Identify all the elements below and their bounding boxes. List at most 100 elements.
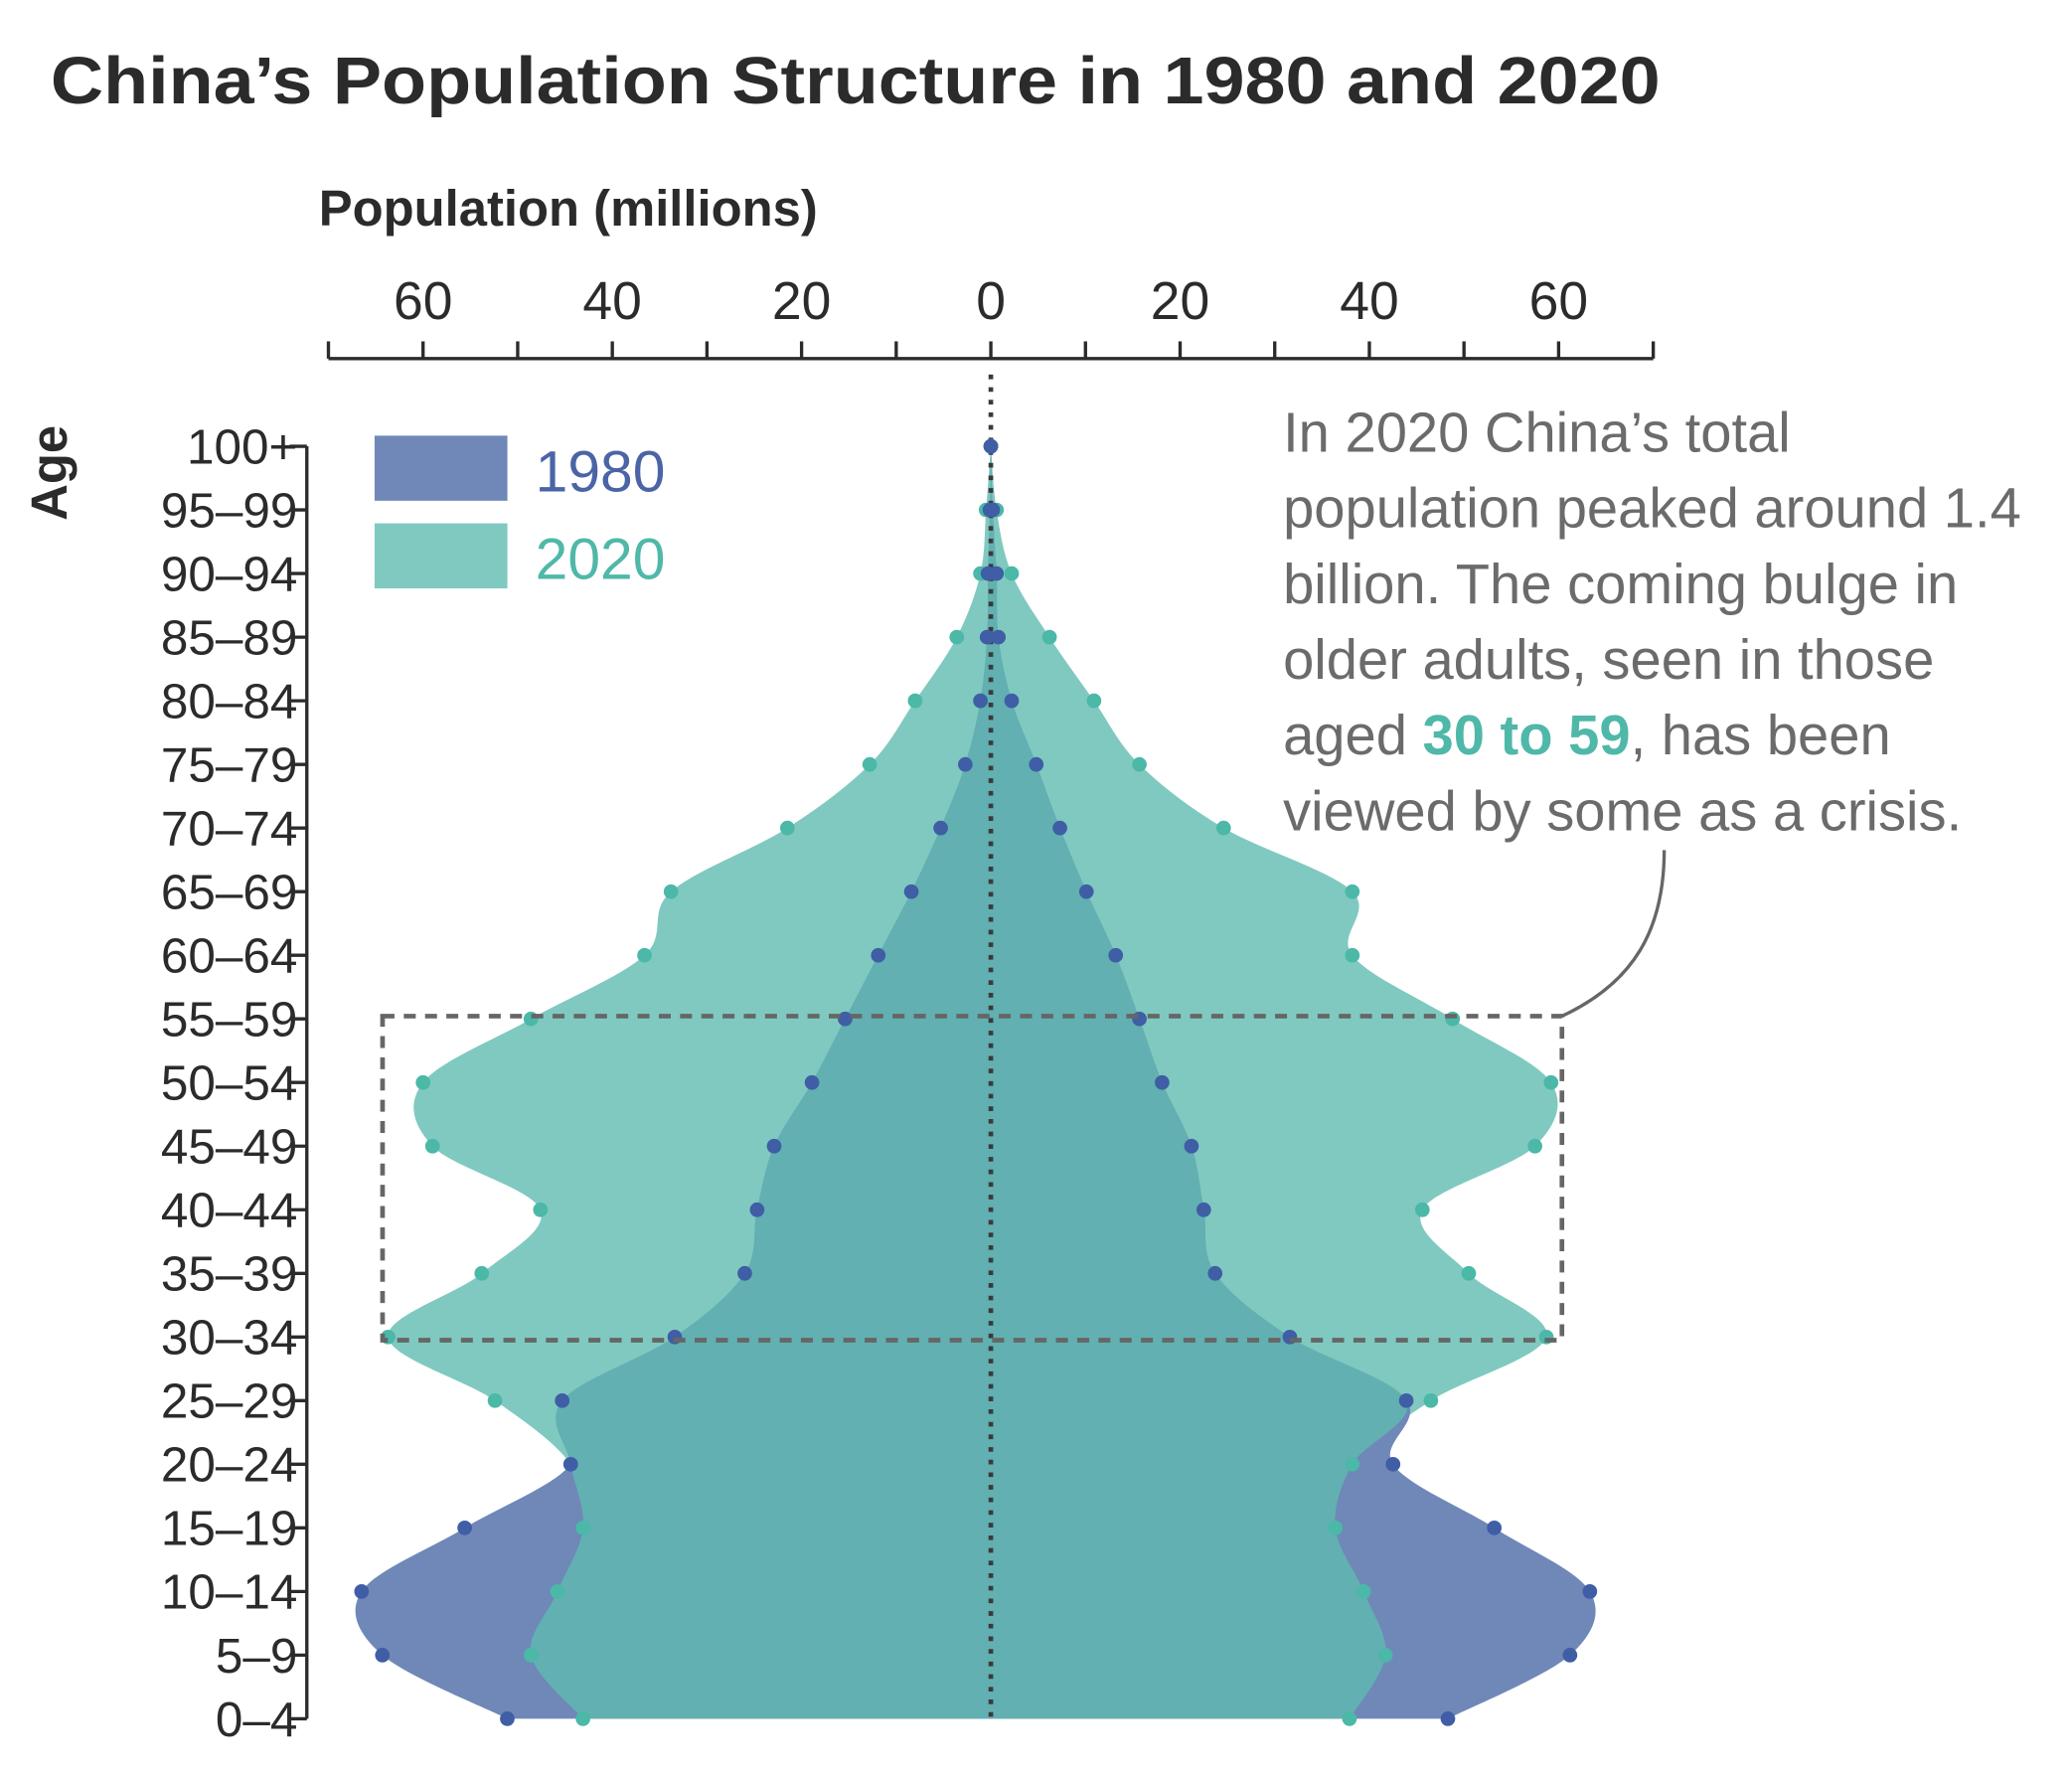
point-1980-right <box>1398 1392 1414 1408</box>
point-2020-left <box>779 820 795 836</box>
legend-label-2020: 2020 <box>536 528 666 592</box>
point-1980-left <box>555 1392 570 1408</box>
y-tick-label: 30–34 <box>161 1311 297 1366</box>
point-1980-left <box>737 1265 752 1281</box>
point-1980-left <box>457 1521 472 1535</box>
point-2020-left <box>474 1265 490 1281</box>
point-2020-right <box>1041 629 1057 645</box>
point-2020-right <box>1132 756 1147 772</box>
y-tick-label: 15–19 <box>161 1502 297 1556</box>
point-1980-right <box>1440 1711 1456 1726</box>
annotation-highlight: 30 to 59 <box>1423 704 1631 766</box>
x-tick-label: 0 <box>976 272 1006 331</box>
annotation-line: In 2020 China’s total <box>1283 401 1791 463</box>
y-tick-label: 20–24 <box>161 1438 297 1493</box>
point-1980-left <box>804 1074 820 1090</box>
y-tick-label: 85–89 <box>161 610 297 665</box>
point-1980-right <box>1078 884 1094 899</box>
point-2020-left <box>523 1648 539 1663</box>
point-1980-right <box>1108 947 1124 963</box>
point-2020-left <box>575 1711 590 1726</box>
y-tick-label: 65–69 <box>161 866 297 920</box>
point-1980-right <box>1207 1265 1223 1281</box>
x-tick-label: 60 <box>394 272 452 331</box>
point-2020-right <box>1423 1392 1439 1408</box>
legend-swatch-2020 <box>374 523 508 589</box>
point-1980-right <box>1184 1138 1199 1154</box>
y-tick-label: 35–39 <box>161 1247 297 1302</box>
point-1980-right <box>985 502 1001 518</box>
y-tick-label: 80–84 <box>161 675 297 729</box>
point-1980-left <box>933 820 948 836</box>
point-2020-right <box>1328 1521 1344 1535</box>
y-tick-label: 90–94 <box>161 547 297 601</box>
point-1980-right <box>1195 1202 1211 1217</box>
legend-swatch-1980 <box>374 435 508 501</box>
areas <box>355 446 1596 1719</box>
y-tick-label: 0–4 <box>216 1693 297 1747</box>
point-1980-left <box>354 1584 370 1599</box>
y-tick-label: 70–74 <box>161 802 297 857</box>
legend-label-1980: 1980 <box>536 439 666 504</box>
point-1980-right <box>1004 693 1020 709</box>
point-2020-right <box>1414 1202 1430 1217</box>
point-2020-right <box>1377 1648 1393 1663</box>
point-1980-left <box>973 693 988 709</box>
x-tick-label: 60 <box>1529 272 1588 331</box>
point-2020-right <box>1215 820 1231 836</box>
point-1980-left <box>375 1648 391 1663</box>
point-1980-right <box>1155 1074 1170 1090</box>
point-1980-right <box>1562 1648 1578 1663</box>
annotation-line: population peaked around 1.4 <box>1283 477 2021 540</box>
point-2020-right <box>1345 947 1360 963</box>
point-1980-left <box>979 629 995 645</box>
point-1980-right <box>1582 1584 1598 1599</box>
point-2020-right <box>1461 1265 1477 1281</box>
point-2020-left <box>663 884 679 899</box>
annotation-line: aged 30 to 59, has been <box>1283 704 1891 766</box>
annotation-text: , has been <box>1631 704 1891 766</box>
y-tick-label: 50–54 <box>161 1056 297 1111</box>
point-1980-right <box>1029 756 1044 772</box>
point-2020-right <box>1345 1456 1360 1472</box>
x-tick-label: 40 <box>582 272 641 331</box>
point-1980-left <box>871 947 886 963</box>
point-1980-right <box>983 438 999 454</box>
point-2020-left <box>907 693 923 709</box>
y-tick-label: 100+ <box>187 419 297 474</box>
y-tick-label: 10–14 <box>161 1565 297 1620</box>
point-1980-left <box>500 1711 515 1726</box>
point-1980-left <box>562 1456 578 1472</box>
annotation-line: viewed by some as a crisis. <box>1283 779 1962 842</box>
y-tick-label: 45–49 <box>161 1120 297 1175</box>
point-2020-left <box>862 756 877 772</box>
y-tick-label: 55–59 <box>161 993 297 1048</box>
annotation-text: aged <box>1283 704 1422 766</box>
y-tick-label: 60–64 <box>161 929 297 984</box>
point-2020-right <box>1086 693 1102 709</box>
point-2020-right <box>1543 1074 1559 1090</box>
point-1980-left <box>903 884 919 899</box>
y-tick-label: 5–9 <box>216 1629 297 1684</box>
area-overlap <box>530 446 1408 1719</box>
y-tick-label: 75–79 <box>161 738 297 793</box>
y-tick-label: 95–99 <box>161 483 297 538</box>
point-2020-right <box>1527 1138 1542 1154</box>
point-2020-left <box>487 1392 503 1408</box>
x-tick-label: 20 <box>1151 272 1209 331</box>
annotation-connector <box>1561 850 1667 1018</box>
y-tick-label: 25–29 <box>161 1374 297 1429</box>
annotation: In 2020 China’s total population peaked … <box>1283 401 2021 842</box>
point-2020-left <box>415 1074 431 1090</box>
point-1980-left <box>838 1011 853 1027</box>
x-axis-label: Population (millions) <box>319 180 818 237</box>
point-1980-right <box>1487 1521 1503 1535</box>
point-1980-left <box>766 1138 782 1154</box>
axes: 60 40 20 0 20 40 60 100+ 95–99 90–94 85–89 80–84 75–… <box>161 272 1656 1747</box>
point-1980-left <box>749 1202 765 1217</box>
point-1980-right <box>1052 820 1067 836</box>
point-2020-right <box>1004 565 1020 581</box>
x-tick-label: 40 <box>1340 272 1398 331</box>
y-axis-label: Age <box>21 425 78 521</box>
